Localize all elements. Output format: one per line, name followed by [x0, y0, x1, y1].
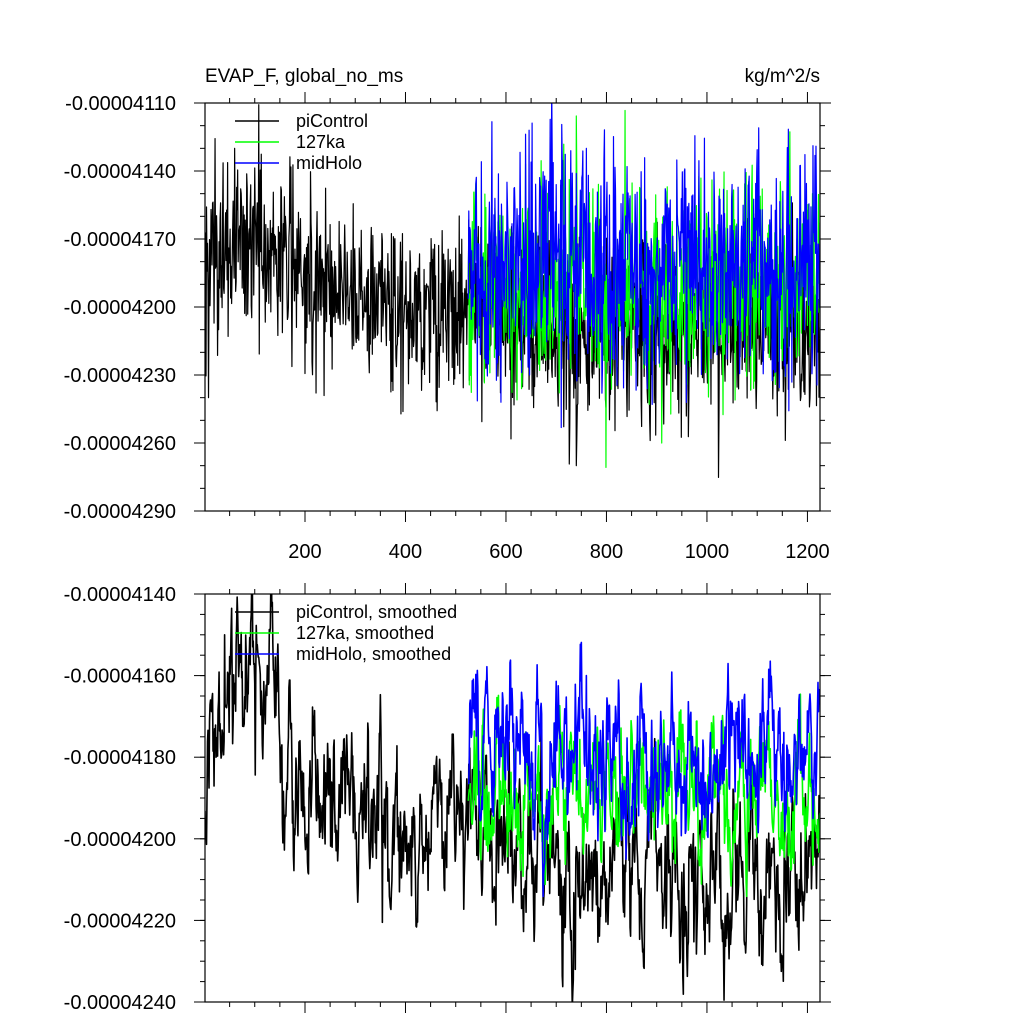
legend-label: 127ka, smoothed — [296, 623, 434, 643]
y-tick-label: -0.00004240 — [64, 992, 176, 1014]
y-tick-label: -0.00004200 — [64, 829, 176, 851]
y-tick-label: -0.00004140 — [64, 161, 176, 183]
y-tick-label: -0.00004180 — [64, 747, 176, 769]
legend-label: midHolo, smoothed — [296, 644, 451, 664]
y-tick-label: -0.00004160 — [64, 666, 176, 688]
y-tick-label: -0.00004260 — [64, 433, 176, 455]
y-tick-label: -0.00004230 — [64, 365, 176, 387]
y-tick-label: -0.00004110 — [65, 93, 176, 115]
y-tick-label: -0.00004170 — [64, 229, 176, 251]
legend-label: piControl — [296, 111, 368, 131]
y-tick-label: -0.00004140 — [64, 584, 176, 606]
chart-title: EVAP_F, global_no_ms — [205, 66, 403, 87]
legend-label: piControl, smoothed — [296, 602, 457, 622]
x-tick-label: 600 — [489, 541, 522, 563]
series-line-picontrol — [205, 594, 820, 1002]
series-line-midholo — [467, 103, 820, 429]
y-tick-label: -0.00004290 — [64, 501, 176, 523]
x-tick-label: 200 — [288, 541, 321, 563]
x-tick-label: 400 — [389, 541, 422, 563]
x-tick-label: 1000 — [685, 541, 730, 563]
y-tick-label: -0.00004220 — [64, 910, 176, 932]
panel-raw: -0.00004110 -0.00004140 -0.00004170 -0.0000… — [64, 66, 831, 563]
x-tick-label: 800 — [590, 541, 623, 563]
chart-units: kg/m^2/s — [745, 66, 820, 87]
panel-smoothed: -0.00004140 -0.00004160 -0.00004180 -0.0000… — [64, 583, 831, 1014]
series-line-midholo — [467, 641, 820, 898]
legend-label: midHolo — [296, 153, 362, 173]
legend-label: 127ka — [296, 132, 346, 152]
x-tick-label: 1200 — [785, 541, 830, 563]
y-tick-label: -0.00004200 — [64, 297, 176, 319]
